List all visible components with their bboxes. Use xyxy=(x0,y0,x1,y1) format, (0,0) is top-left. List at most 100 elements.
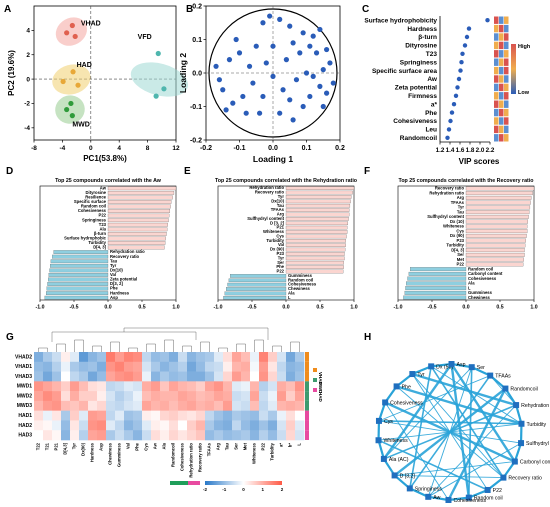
heatmap-cell xyxy=(223,371,233,382)
dendro-branch xyxy=(164,339,174,352)
network-ring-edge xyxy=(448,496,469,502)
heatmap-cell xyxy=(34,391,44,402)
bar-label: Tyr xyxy=(458,205,465,210)
heatmap-cell xyxy=(241,400,251,411)
bar-label: Ala xyxy=(99,226,106,231)
correlation-bar xyxy=(228,278,287,283)
heatmap-cell xyxy=(88,381,98,392)
network-node-label: Sulfhydryl content xyxy=(526,441,550,447)
y-tick-label: 0.2 xyxy=(192,3,202,10)
heatmap-cell xyxy=(295,410,305,421)
vip-sample-cell xyxy=(504,117,509,125)
chart-title: Top 25 compounds correlated with the Aw xyxy=(55,178,162,184)
heatmap-cell xyxy=(142,371,152,382)
x-tick-label: 0.0 xyxy=(104,305,111,311)
heatmap-cell xyxy=(214,352,224,363)
heatmap-col-label: Randomcoil xyxy=(170,443,175,467)
heatmap-cell xyxy=(169,371,179,382)
bar-label: Met xyxy=(457,257,465,262)
vip-sample-cell xyxy=(499,108,504,117)
loading-point xyxy=(257,110,263,116)
x-tick-label: 0 xyxy=(89,145,93,152)
bar-label: Asp xyxy=(110,295,118,300)
vip-sample-cell xyxy=(494,92,499,100)
heatmap-cell xyxy=(214,400,224,411)
correlation-bar xyxy=(404,290,467,295)
correlation-bar xyxy=(465,262,524,267)
heatmap-cell xyxy=(106,391,116,402)
heatmap-cell xyxy=(232,352,242,363)
correlation-bar xyxy=(285,234,347,239)
chart-title: Top 25 compounds correlated with the Reh… xyxy=(215,178,358,184)
heatmap-cell xyxy=(133,410,143,421)
network-ring-edge xyxy=(409,487,429,498)
heatmap-cell xyxy=(160,391,170,402)
heatmap-cell xyxy=(106,410,116,421)
heatmap-col-label: Val xyxy=(125,443,130,449)
heatmap-cell xyxy=(52,430,62,441)
heatmap-cell xyxy=(142,410,152,421)
heatmap-cell xyxy=(214,410,224,421)
group-label-vhad: VHAD xyxy=(81,20,101,27)
bar-label: Rehydration ratio xyxy=(110,249,145,254)
x-axis-label: VIP scores xyxy=(459,157,500,166)
heatmap-cell xyxy=(124,361,134,372)
heatmap-cell xyxy=(124,381,134,392)
heatmap-cell xyxy=(241,381,251,392)
vip-category-label: Zeta potential xyxy=(395,85,437,92)
row-group-cell xyxy=(305,371,309,382)
loading-point xyxy=(320,103,326,110)
heatmap-cell xyxy=(97,410,107,421)
vip-sample-cell xyxy=(504,58,509,66)
bar-label: Ala xyxy=(288,290,295,295)
vip-point xyxy=(458,68,463,73)
vip-category-label: Phe xyxy=(425,110,437,117)
y-tick-label: 0.1 xyxy=(192,37,202,44)
correlation-bar xyxy=(285,260,344,265)
bar-label: Cohesiveness xyxy=(78,208,107,213)
correlation-bar xyxy=(465,191,533,196)
heatmap-cell xyxy=(151,391,161,402)
heatmap-cell xyxy=(178,381,188,392)
bar-label: Recovery ratio xyxy=(110,254,140,259)
heatmap-cell xyxy=(97,371,107,382)
network-edge xyxy=(428,442,522,498)
y-tick-label: -0.2 xyxy=(190,137,202,144)
heatmap-cell xyxy=(142,352,152,363)
heatmap-col-label: Rehydration ratio xyxy=(188,443,193,478)
network-node-label: Aw xyxy=(433,495,440,501)
vip-sample-cell xyxy=(504,33,509,41)
heatmap-cell xyxy=(187,352,197,363)
heatmap-cell xyxy=(43,400,53,411)
heatmap-cell xyxy=(178,410,188,421)
confidence-ellipse-had xyxy=(52,64,91,95)
bar-label: Val xyxy=(278,242,284,247)
x-tick-label: -0.5 xyxy=(428,305,437,311)
correlation-bar xyxy=(285,212,350,217)
heatmap-cell xyxy=(88,391,98,402)
x-tick-label: 0.0 xyxy=(282,305,289,311)
heatmap-cell xyxy=(34,410,44,421)
heatmap-cell xyxy=(142,400,152,411)
dendro-top xyxy=(51,327,269,342)
row-group-cell xyxy=(305,420,309,431)
correlation-bar xyxy=(285,230,348,234)
y-tick-label: 0 xyxy=(26,76,30,83)
score-point-had xyxy=(70,69,76,75)
heatmap-cell xyxy=(268,361,278,372)
heatmap-row-label: HAD1 xyxy=(18,413,32,419)
bar-label: Resilience xyxy=(85,194,106,199)
correlation-bar xyxy=(405,286,467,291)
heatmap-cell xyxy=(232,400,242,411)
heatmap-cell xyxy=(232,420,242,431)
heatmap-cell xyxy=(142,391,152,402)
x-axis-label: PC1(53.8%) xyxy=(83,154,127,163)
correlation-bar xyxy=(107,245,165,250)
x-tick-label: -0.2 xyxy=(200,145,212,152)
loading-point xyxy=(330,80,336,86)
vip-colorbar xyxy=(511,44,516,94)
network-edge xyxy=(394,474,504,479)
heatmap-cell xyxy=(214,420,224,431)
vip-category-label: a* xyxy=(431,101,438,108)
heatmap-cell xyxy=(124,400,134,411)
